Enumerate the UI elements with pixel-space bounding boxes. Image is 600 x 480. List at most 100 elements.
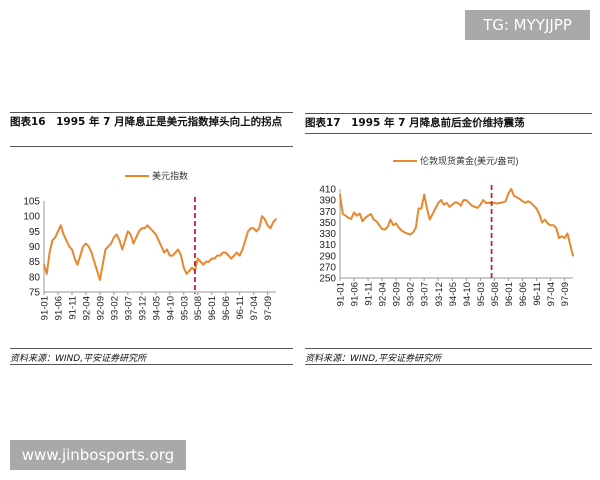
- data-point: [412, 231, 414, 234]
- data-point: [355, 214, 358, 217]
- x-tick-label: 93-02: [109, 296, 120, 320]
- y-tick-label: 85: [29, 257, 41, 268]
- data-point: [163, 251, 166, 254]
- x-tick-label: 93-02: [406, 282, 417, 306]
- divider: [10, 146, 293, 147]
- data-point: [57, 230, 59, 233]
- data-point: [445, 202, 448, 204]
- data-point: [87, 245, 90, 248]
- data-point: [258, 227, 261, 230]
- data-point: [527, 200, 529, 203]
- data-point: [347, 217, 350, 219]
- data-point: [143, 227, 146, 230]
- data-point: [191, 266, 194, 269]
- divider: [305, 348, 592, 349]
- x-tick-label: 97-04: [249, 296, 260, 320]
- data-point: [423, 193, 426, 196]
- y-tick-label: 350: [319, 218, 336, 229]
- data-point: [112, 236, 115, 239]
- x-tick-label: 94-05: [151, 296, 162, 320]
- data-point: [171, 254, 174, 257]
- y-tick-label: 310: [319, 240, 336, 251]
- divider: [305, 364, 592, 365]
- data-point: [71, 248, 73, 251]
- data-point: [62, 233, 65, 236]
- data-point: [378, 224, 381, 227]
- x-tick-label: 96-11: [532, 282, 543, 306]
- data-point: [482, 199, 485, 202]
- x-tick-label: 95-08: [490, 282, 501, 306]
- data-point: [510, 188, 513, 190]
- data-point: [121, 248, 124, 251]
- data-point: [406, 232, 409, 235]
- data-point: [219, 254, 221, 257]
- data-point: [560, 235, 563, 238]
- x-tick-label: 95-08: [193, 296, 204, 320]
- y-tick-label: 290: [319, 251, 336, 262]
- data-point: [221, 251, 224, 254]
- x-tick-label: 96-11: [235, 296, 246, 320]
- data-point: [269, 227, 272, 230]
- chart-17: 伦敦现货黄金(美元/盎司) 250270290310330350370390410…: [319, 155, 574, 306]
- data-point: [563, 237, 566, 239]
- data-point: [233, 254, 235, 257]
- data-point: [524, 202, 527, 204]
- x-tick-label: 94-05: [448, 282, 459, 306]
- x-tick-label: 91-11: [67, 296, 78, 320]
- data-point: [174, 251, 177, 254]
- data-point: [115, 233, 118, 236]
- data-point: [235, 251, 238, 254]
- data-point: [428, 218, 431, 221]
- data-point: [521, 200, 524, 203]
- data-point: [529, 202, 532, 204]
- data-point: [79, 254, 82, 257]
- data-point: [532, 204, 535, 207]
- data-point: [93, 260, 96, 263]
- data-point: [45, 272, 48, 275]
- y-tick-label: 330: [319, 229, 336, 240]
- x-tick-label: 95-03: [179, 296, 190, 320]
- data-point: [572, 254, 574, 257]
- data-point: [344, 214, 347, 217]
- data-point: [90, 251, 93, 254]
- data-point: [552, 224, 555, 227]
- series-line: [43, 215, 277, 281]
- data-point: [341, 213, 344, 215]
- data-point: [367, 214, 369, 217]
- data-point: [180, 254, 182, 257]
- data-point: [54, 236, 57, 239]
- data-point: [227, 254, 230, 257]
- y-tick-label: 410: [319, 185, 336, 196]
- x-tick-label: 97-09: [560, 282, 571, 306]
- data-point: [546, 222, 549, 225]
- data-point: [96, 269, 99, 272]
- data-point: [188, 269, 191, 272]
- chart-source: 资料来源：WIND,平安证券研究所: [305, 354, 442, 364]
- divider: [305, 113, 592, 114]
- x-tick-label: 97-04: [546, 282, 557, 306]
- data-point: [476, 207, 479, 209]
- chart-16: 美元指数 75 80 85 90 95 100 105 91-01 91-06 91-11 92-04…: [23, 170, 277, 320]
- data-point: [485, 202, 487, 204]
- data-point: [451, 203, 454, 206]
- data-point: [124, 239, 126, 242]
- data-point: [230, 257, 233, 260]
- data-point: [177, 248, 180, 251]
- data-point: [465, 199, 468, 202]
- data-point: [146, 224, 149, 227]
- data-point: [389, 218, 392, 221]
- chart-title: 图表17 1995 年 7 月降息前后金价维持震荡: [305, 117, 525, 129]
- data-point: [392, 224, 395, 227]
- x-tick-label: 96-06: [221, 296, 232, 320]
- data-point: [364, 217, 367, 219]
- y-tick-label: 270: [319, 262, 336, 273]
- data-point: [398, 227, 400, 229]
- data-point: [140, 227, 143, 230]
- data-point: [555, 227, 558, 229]
- data-point: [205, 260, 208, 263]
- data-point: [372, 218, 375, 221]
- x-tick-label: 93-07: [420, 282, 431, 306]
- x-tick-label: 91-01: [336, 282, 347, 306]
- data-point: [566, 232, 569, 235]
- data-point: [454, 201, 456, 204]
